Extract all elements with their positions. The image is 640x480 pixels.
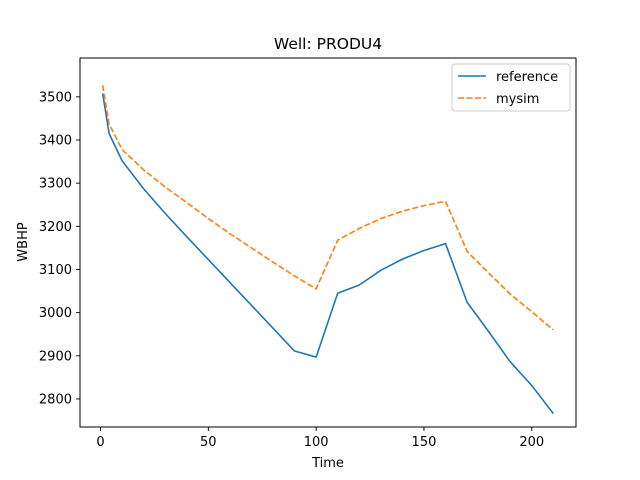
y-tick-label: 3500 — [39, 90, 72, 105]
y-tick-label: 3300 — [39, 177, 72, 192]
y-axis-label: WBHP — [16, 222, 31, 262]
x-tick-label: 50 — [200, 435, 217, 450]
legend-label-mysim: mysim — [496, 92, 539, 107]
series-layer — [101, 85, 554, 415]
x-tick-label: 100 — [304, 435, 329, 450]
y-tick-label: 3100 — [39, 263, 72, 278]
series-line-mysim — [101, 85, 554, 331]
series-line-reference — [101, 93, 554, 415]
y-tick-label: 2900 — [39, 349, 72, 364]
plot-frame — [79, 57, 577, 428]
y-tick-label: 3000 — [39, 306, 72, 321]
x-tick-label: 0 — [96, 435, 104, 450]
legend: reference mysim — [451, 63, 571, 112]
ticks-layer: 0 50 100 150 200 2800 2900 3000 3100 3200 3300 3400… — [39, 90, 544, 450]
y-tick-label: 3400 — [39, 134, 72, 149]
x-tick-label: 200 — [519, 435, 544, 450]
legend-label-reference: reference — [496, 70, 558, 85]
chart-title: Well: PRODU4 — [274, 35, 382, 53]
x-axis-label: Time — [311, 456, 344, 471]
y-tick-label: 2800 — [39, 392, 72, 407]
y-tick-label: 3200 — [39, 220, 72, 235]
x-tick-label: 150 — [412, 435, 437, 450]
